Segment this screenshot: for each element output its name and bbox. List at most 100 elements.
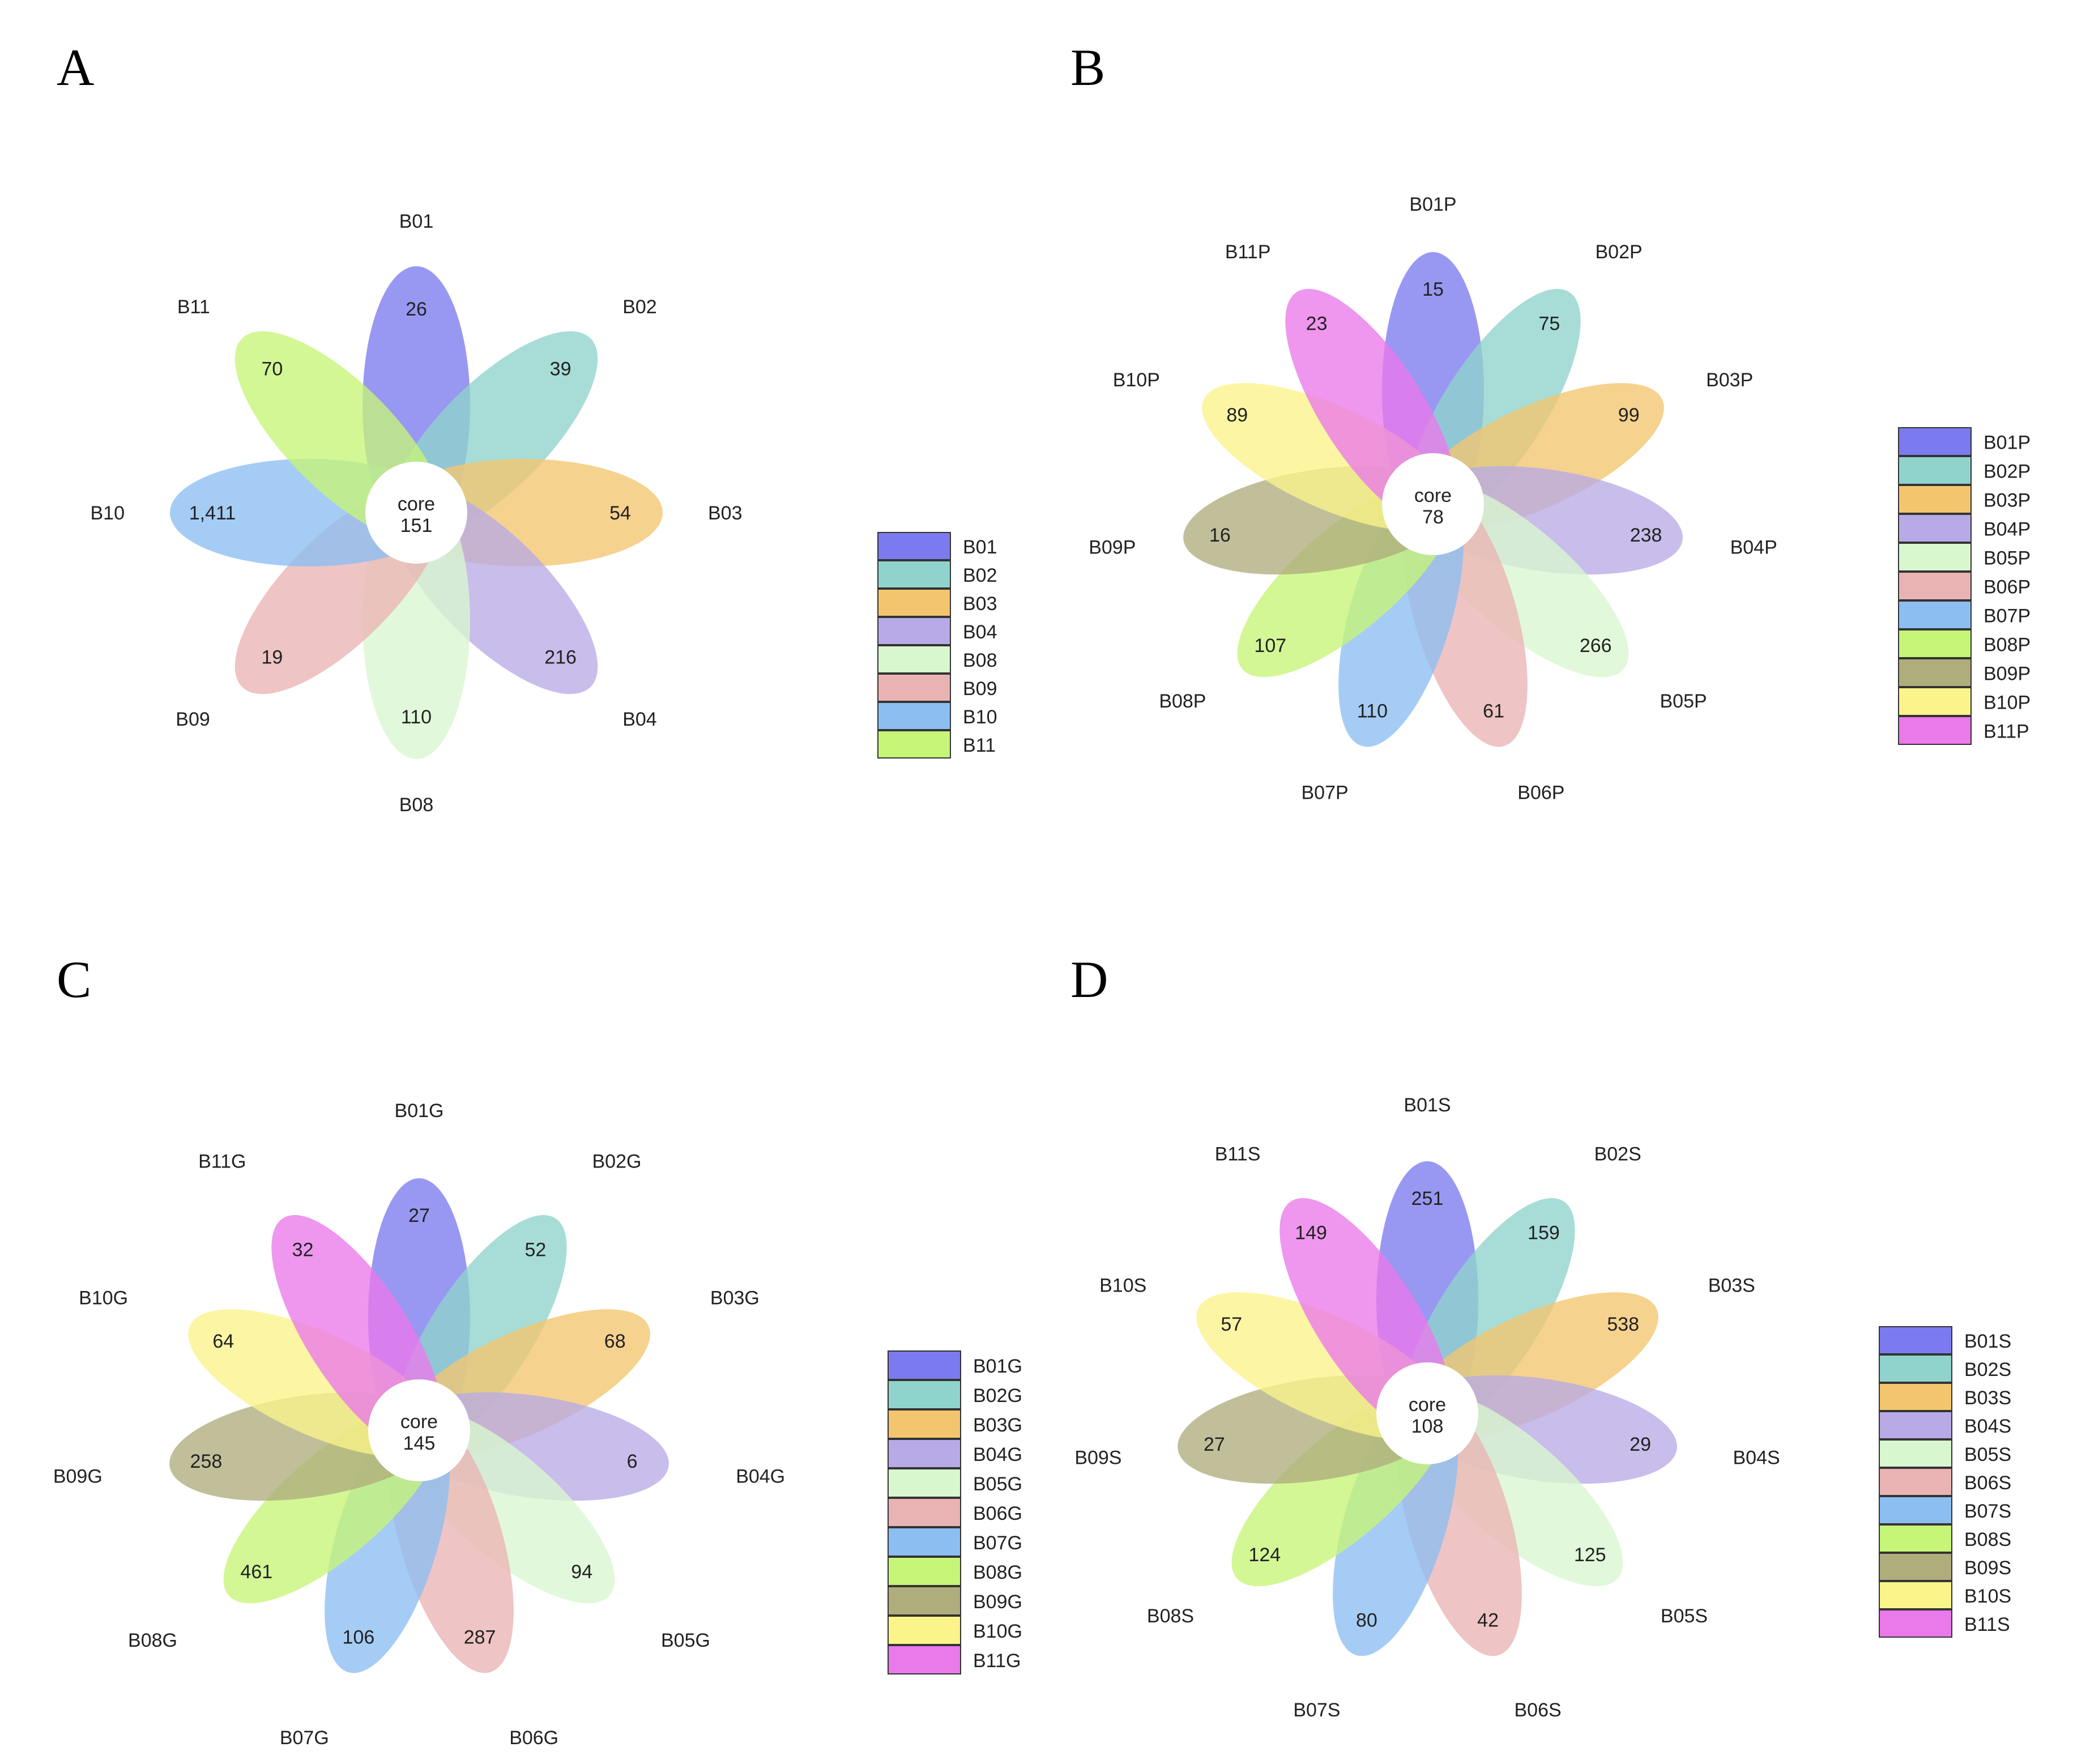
legend-swatch-b02 (877, 560, 951, 589)
legend-swatch-b03s (1879, 1383, 1952, 1411)
legend-label-b03p: B03P (1984, 490, 2031, 512)
legend-label-b07s: B07S (1964, 1501, 2011, 1522)
legend-label-b11s: B11S (1964, 1614, 2010, 1635)
petal-count-b01g: 27 (408, 1205, 430, 1226)
petal-name-b09p: B09P (1089, 536, 1136, 558)
core-circle (365, 462, 467, 564)
legend-label-b04g: B04G (973, 1444, 1022, 1465)
legend-label-b01s: B01S (1964, 1331, 2011, 1352)
core-value: 108 (1411, 1416, 1444, 1437)
petal-count-b09p: 16 (1209, 525, 1231, 546)
legend: B01G B02G B03G B04G B05G B06G B07G B08G B09G B10G… (888, 1350, 1022, 1674)
petal-name-b08p: B08P (1159, 691, 1206, 712)
petal-count-b02p: 75 (1538, 313, 1560, 334)
legend-label-b01: B01 (963, 536, 997, 558)
legend-label-b05p: B05P (1984, 548, 2031, 569)
petal-name-b02p: B02P (1596, 241, 1643, 263)
petal-count-b05g: 94 (571, 1561, 592, 1583)
petal-name-b04g: B04G (736, 1465, 785, 1487)
legend-swatch-b06s (1879, 1468, 1952, 1496)
petal-name-b02g: B02G (592, 1151, 642, 1173)
legend-label-b09: B09 (963, 678, 997, 700)
panel-label: D (1070, 951, 1108, 1008)
core-label: core (1409, 1394, 1446, 1416)
petal-count-b03p: 99 (1618, 404, 1640, 426)
petal-count-b06s: 42 (1477, 1610, 1499, 1631)
petal-count-b10s: 57 (1221, 1314, 1242, 1335)
legend-label-b10: B10 (963, 706, 997, 728)
core-value: 78 (1422, 506, 1444, 528)
legend-swatch-b10s (1879, 1581, 1952, 1609)
core-circle (1382, 453, 1484, 555)
petal-count-b08: 110 (401, 706, 432, 728)
legend: B01S B02S B03S B04S B05S B06S B07S B08S B09S B10S… (1879, 1326, 2011, 1638)
legend-swatch-b11p (1898, 716, 1972, 745)
legend-label-b03s: B03S (1964, 1387, 2011, 1409)
petal-name-b10s: B10S (1099, 1275, 1146, 1297)
petal-name-b05g: B05G (661, 1630, 710, 1651)
panel-label: C (57, 951, 91, 1008)
legend-label-b06s: B06S (1964, 1472, 2011, 1494)
legend-swatch-b08g (888, 1557, 961, 1586)
legend-swatch-b07g (888, 1527, 961, 1557)
petal-count-b04g: 6 (627, 1451, 638, 1472)
legend-label-b01p: B01P (1984, 432, 2031, 454)
legend-swatch-b02p (1898, 456, 1972, 485)
legend-swatch-b07p (1898, 600, 1972, 629)
petal-count-b02s: 159 (1528, 1222, 1560, 1243)
legend-label-b02g: B02G (973, 1385, 1022, 1407)
legend-label-b02s: B02S (1964, 1359, 2011, 1380)
petal-name-b11g: B11G (198, 1151, 246, 1173)
legend-label-b08: B08 (963, 650, 997, 671)
legend-swatch-b10p (1898, 687, 1972, 716)
petal-count-b02g: 52 (524, 1239, 546, 1260)
legend-swatch-b05s (1879, 1439, 1952, 1468)
petal-name-b10: B10 (91, 502, 125, 524)
legend-label-b08s: B08S (1964, 1529, 2011, 1550)
legend-swatch-b09g (888, 1586, 961, 1616)
legend-label-b07g: B07G (973, 1532, 1022, 1554)
petal-name-b03p: B03P (1706, 369, 1753, 391)
petal-count-b10: 1,411 (189, 502, 236, 524)
petal-name-b02s: B02S (1594, 1144, 1641, 1165)
petal-count-b11g: 32 (292, 1239, 314, 1260)
legend-swatch-b04p (1898, 514, 1972, 543)
petal-name-b01s: B01S (1404, 1094, 1451, 1116)
legend-swatch-b05g (888, 1468, 961, 1498)
petal-name-b06s: B06S (1515, 1699, 1562, 1721)
core-label: core (400, 1411, 438, 1433)
petal-name-b09s: B09S (1074, 1447, 1121, 1469)
legend-label-b04s: B04S (1964, 1416, 2011, 1437)
petal-count-b03s: 538 (1607, 1314, 1639, 1335)
legend-label-b10p: B10P (1984, 692, 2031, 714)
petal-count-b04: 216 (544, 647, 577, 668)
petal-count-b04p: 238 (1630, 525, 1662, 546)
panel-label: A (57, 39, 94, 96)
legend-label-b04p: B04P (1984, 519, 2031, 540)
petal-name-b08g: B08G (128, 1630, 177, 1651)
petal-count-b06g: 287 (464, 1627, 496, 1648)
legend-swatch-b03 (877, 589, 951, 617)
petal-name-b07p: B07P (1302, 782, 1349, 804)
petal-count-b06p: 61 (1483, 701, 1504, 722)
legend-swatch-b06p (1898, 572, 1972, 600)
petal-name-b03g: B03G (710, 1287, 760, 1309)
legend: B01P B02P B03P B04P B05P B06P B07P B08P B09P B10P… (1898, 427, 2031, 745)
petal-name-b11: B11 (177, 296, 210, 318)
legend-label-b11g: B11G (973, 1650, 1021, 1672)
petal-count-b08p: 107 (1254, 635, 1286, 657)
petal-count-b10g: 64 (212, 1331, 234, 1352)
petal-name-b06g: B06G (509, 1727, 558, 1749)
petal-name-b07g: B07G (280, 1727, 329, 1749)
petal-count-b03: 54 (609, 502, 631, 524)
legend-swatch-b10 (877, 702, 951, 730)
legend-label-b07p: B07P (1984, 606, 2031, 627)
core-value: 151 (400, 515, 433, 536)
petal-name-b01p: B01P (1409, 194, 1456, 215)
petal-count-b10p: 89 (1226, 404, 1248, 426)
legend-label-b10s: B10S (1964, 1586, 2011, 1607)
legend-swatch-b01s (1879, 1326, 1952, 1354)
petal-count-b04s: 29 (1630, 1434, 1651, 1455)
